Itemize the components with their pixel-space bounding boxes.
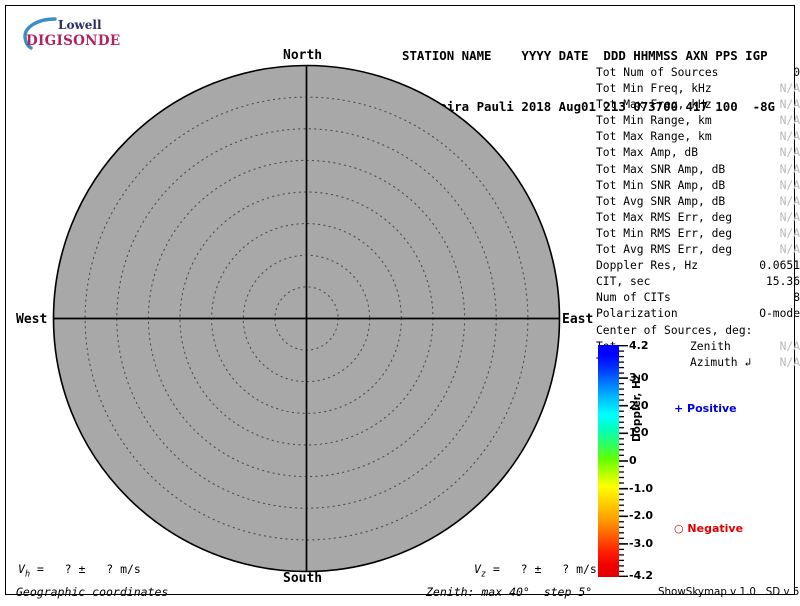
stat-key: Tot Avg RMS Err, deg (596, 243, 733, 257)
stat-row: Tot Min Freq, kHz N/A (596, 81, 800, 97)
stat-value: N/A (779, 82, 800, 96)
colorbar-axis-label: Doppler, Hz (631, 374, 643, 442)
cos-value: N/A (779, 355, 800, 369)
stat-value: 0.0651 (759, 259, 800, 273)
stat-row: Tot Min Range, km N/A (596, 113, 800, 129)
stat-key: Tot Min Freq, kHz (596, 82, 712, 96)
cos-mid: Zenith (690, 339, 731, 353)
stat-value: N/A (779, 162, 800, 176)
stat-value: N/A (779, 243, 800, 257)
stat-key: CIT, sec (596, 275, 651, 289)
stat-row: Tot Min RMS Err, deg N/A (596, 226, 800, 242)
stat-value: N/A (779, 130, 800, 144)
stat-key: Polarization (596, 307, 678, 321)
colorbar-gradient (598, 345, 619, 577)
compass-label-west: West (16, 312, 48, 327)
colorbar-tick-label: 1.0 (629, 426, 649, 439)
stat-row: Tot Min SNR Amp, dB N/A (596, 178, 800, 194)
colorbar-tick-label: 4.2 (629, 339, 649, 352)
stat-value: 8 (793, 291, 800, 305)
stat-value: N/A (779, 98, 800, 112)
colorbar-tick-label: -4.2 (629, 569, 654, 582)
statistics-panel: Tot Num of Sources 0 Tot Min Freq, kHz N/A… (596, 65, 800, 371)
colorbar-tick-label: 3.0 (629, 371, 649, 384)
stat-key: Tot Max Range, km (596, 130, 712, 144)
stat-key: Tot Max Freq, kHz (596, 98, 712, 112)
stat-key: Tot Num of Sources (596, 66, 719, 79)
legend-negative-doppler: ○ Negative (674, 522, 744, 535)
center-of-sources-label: Center of Sources, deg: (596, 323, 753, 337)
stat-value: 15.36 (765, 275, 800, 289)
stat-key: Tot Min RMS Err, deg (596, 226, 733, 240)
polar-cross-axes (53, 65, 560, 572)
stat-value: N/A (779, 226, 800, 240)
logo-lowell-text: Lowell (58, 18, 102, 32)
vz-subscript: z (480, 569, 487, 580)
stat-value: N/A (779, 178, 800, 192)
stat-key: Tot Max SNR Amp, dB (596, 162, 726, 176)
stat-value: N/A (779, 146, 800, 160)
vh-subscript: h (24, 569, 31, 580)
colorbar-tick-label: -2.0 (629, 509, 654, 522)
vz-symbol: V (474, 562, 481, 576)
stat-row: Polarization O-mode (596, 306, 800, 322)
vh-value: = ? ± ? m/s (30, 562, 141, 576)
colorbar-tick-label: -3.0 (629, 537, 654, 550)
cos-mid: Azimuth ↲ (690, 355, 752, 369)
digisonde-logo: Lowell DIGISONDE (22, 14, 132, 54)
skymap-polar-plot[interactable] (6, 6, 800, 606)
stat-key: Tot Max RMS Err, deg (596, 210, 733, 224)
horizontal-velocity-readout: Vh = ? ± ? m/s (18, 562, 141, 579)
legend-positive-doppler: + Positive (674, 402, 737, 415)
center-of-sources-title: Center of Sources, deg: (596, 323, 800, 339)
compass-label-south: South (283, 571, 323, 586)
compass-label-north: North (283, 48, 323, 63)
stat-row: Tot Max RMS Err, deg N/A (596, 210, 800, 226)
stat-key: Tot Min Range, km (596, 114, 712, 128)
colorbar-tick-label: 0 (629, 454, 637, 467)
header-labels-row: STATION NAME YYYY DATE DDD HHMMSS AXN PP… (402, 48, 768, 63)
colorbar-ticks (619, 345, 628, 577)
stat-value: O-mode (759, 307, 800, 321)
stat-row: Tot Max Freq, kHz N/A (596, 97, 800, 113)
stat-value: N/A (779, 194, 800, 208)
header-values-row: Cachoeira Pauli 2018 Aug01 213 073700 41… (402, 99, 775, 114)
logo-digisonde-text: DIGISONDE (26, 33, 121, 49)
stat-key: Tot Avg SNR Amp, dB (596, 194, 726, 208)
compass-label-east: East (562, 312, 594, 327)
stat-key: Num of CITs (596, 291, 671, 305)
stat-key: Doppler Res, Hz (596, 259, 699, 273)
vertical-velocity-readout: Vz = ? ± ? m/s (474, 562, 597, 579)
stat-row: Tot Avg RMS Err, deg N/A (596, 242, 800, 258)
stat-row: Tot Max Range, km N/A (596, 129, 800, 145)
colorbar-tick-labels: 4.2 3.0 2.0 1.0 0 -1.0 -2.0 -3.0 -4.2 (629, 339, 673, 582)
version-label: ShowSkymap v 1.0 SD v 5.1 (658, 586, 800, 598)
stat-value: N/A (779, 114, 800, 128)
stat-row: CIT, sec 15.36 (596, 274, 800, 290)
plot-frame: Lowell DIGISONDE STATION NAME YYYY DATE … (5, 5, 800, 599)
vh-symbol: V (18, 562, 25, 576)
stat-value: N/A (779, 210, 800, 224)
stat-value: 0 (793, 66, 800, 79)
coordinate-system-label: Geographic coordinates (16, 585, 169, 599)
station-header: STATION NAME YYYY DATE DDD HHMMSS AXN PP… (402, 13, 794, 149)
stat-row: Num of CITs 8 (596, 290, 800, 306)
stat-row: Tot Avg SNR Amp, dB N/A (596, 194, 800, 210)
colorbar-tick-label: 2.0 (629, 399, 649, 412)
stat-key: Tot Min SNR Amp, dB (596, 178, 726, 192)
stat-row: Tot Num of Sources 0 (596, 65, 800, 81)
stat-key: Tot Max Amp, dB (596, 146, 699, 160)
cos-value: N/A (779, 339, 800, 353)
vz-value: = ? ± ? m/s (486, 562, 597, 576)
stat-row: Tot Max SNR Amp, dB N/A (596, 162, 800, 178)
stat-row: Tot Max Amp, dB N/A (596, 145, 800, 161)
digisonde-arc-icon (23, 17, 57, 50)
stat-row: Doppler Res, Hz 0.0651 (596, 258, 800, 274)
zenith-range-label: Zenith: max 40° step 5° (426, 585, 593, 599)
colorbar-tick-label: -1.0 (629, 482, 654, 495)
